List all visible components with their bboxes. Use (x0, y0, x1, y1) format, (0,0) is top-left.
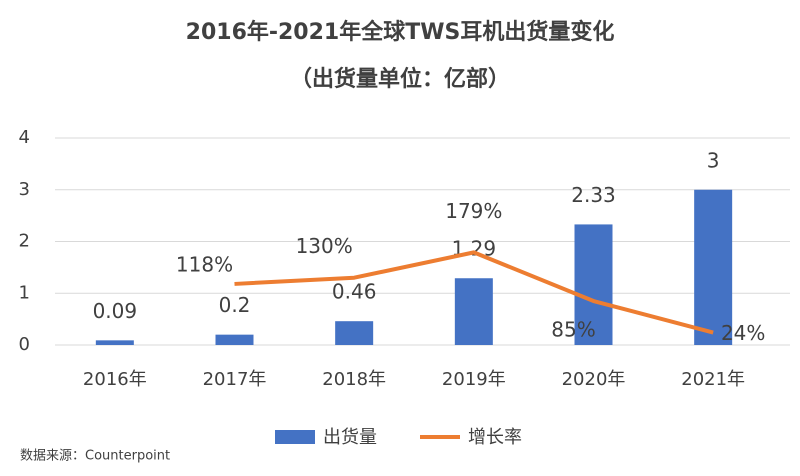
line-value-label: 85% (551, 318, 595, 342)
legend-swatch (275, 430, 315, 444)
bar (95, 340, 134, 345)
x-tick-label: 2021年 (681, 369, 745, 390)
bar (215, 334, 254, 345)
bar (454, 278, 493, 345)
chart-title: 2016年-2021年全球TWS耳机出货量变化 (186, 19, 615, 45)
line-value-label: 118% (176, 252, 233, 276)
bar-value-label: 0.09 (93, 299, 138, 323)
line-value-label: 24% (721, 321, 765, 345)
source-note: 数据来源：Counterpoint (20, 449, 170, 464)
line-series (234, 250, 714, 335)
line-value-label: 130% (296, 234, 353, 258)
legend-label: 出货量 (323, 427, 377, 448)
y-tick-label: 4 (19, 127, 30, 148)
x-tick-label: 2019年 (442, 369, 506, 390)
x-tick-label: 2020年 (562, 369, 626, 390)
bar-value-label: 0.46 (332, 280, 377, 304)
bar-value-label: 3 (707, 148, 720, 172)
y-tick-label: 1 (19, 282, 30, 303)
bar-value-label: 2.33 (571, 183, 616, 207)
y-tick-label: 0 (19, 334, 30, 355)
legend-label: 增长率 (468, 427, 522, 448)
x-tick-label: 2018年 (322, 369, 386, 390)
chart-subtitle: （出货量单位：亿部） (290, 66, 510, 92)
bar (335, 321, 374, 345)
x-tick-label: 2016年 (83, 369, 147, 390)
bar (574, 224, 613, 345)
bar (694, 189, 733, 345)
y-tick-label: 2 (19, 231, 30, 252)
x-tick-label: 2017年 (203, 369, 267, 390)
line-value-label: 179% (445, 199, 502, 223)
bar-value-label: 0.2 (219, 293, 251, 317)
y-tick-label: 3 (19, 179, 30, 200)
